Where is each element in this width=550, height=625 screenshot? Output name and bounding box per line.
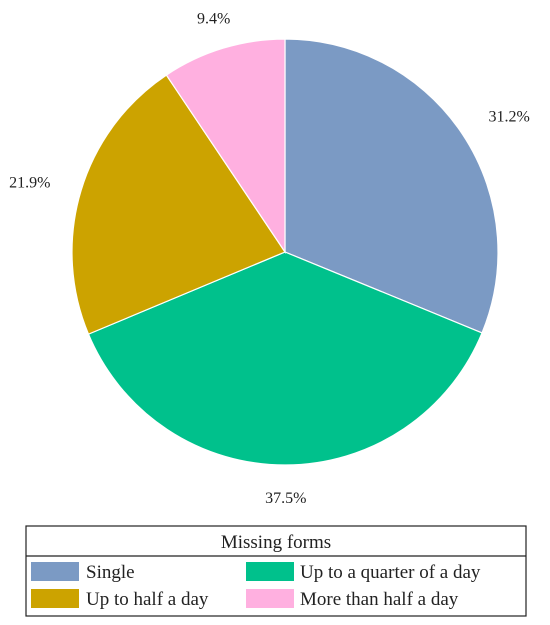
slice-up-to-a-quarter-of-a-day [87,251,483,466]
slice-label-single: 31.2% [489,109,530,126]
legend-swatch-more-than-half-a-day [246,589,294,608]
legend-swatch-single [31,562,79,581]
slice-label-more-than-half-a-day: 9.4% [197,11,230,28]
slice-labels: 31.2% 37.5% 21.9% 9.4% [9,11,530,507]
slice-more-than-half-a-day [165,38,286,254]
slice-label-up-to-a-quarter-of-a-day: 37.5% [265,490,306,507]
legend: Missing forms Single Up to a quarter of … [25,525,527,617]
legend-label-more-than-half-a-day: More than half a day [300,589,459,610]
legend-label-single: Single [86,562,135,583]
legend-label-up-to-half-a-day: Up to half a day [86,589,209,610]
legend-swatch-up-to-half-a-day [31,589,79,608]
slice-single [284,38,499,334]
legend-swatch-up-to-a-quarter-of-a-day [246,562,294,581]
legend-title: Missing forms [221,532,331,553]
slice-label-up-to-half-a-day: 21.9% [9,174,50,191]
legend-label-up-to-a-quarter-of-a-day: Up to a quarter of a day [300,562,481,583]
pie-slices [71,38,499,466]
slice-up-to-half-a-day [71,74,286,335]
